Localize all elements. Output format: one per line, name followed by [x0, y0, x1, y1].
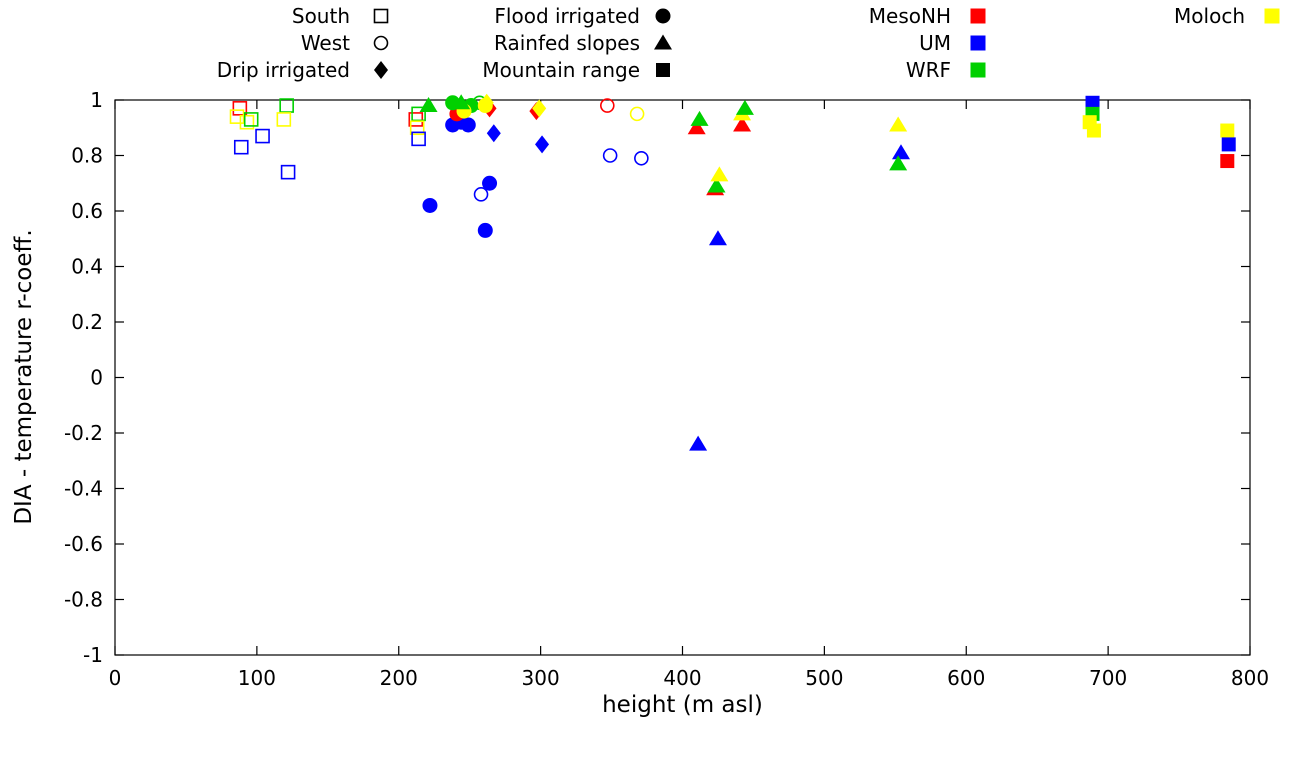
- x-tick-label: 800: [1231, 666, 1269, 690]
- data-point: [276, 112, 292, 127]
- data-point: [408, 112, 424, 127]
- x-tick-label: 700: [1089, 666, 1127, 690]
- data-point: [689, 435, 708, 451]
- y-tick-label: -0.6: [64, 532, 103, 556]
- data-point: [1220, 123, 1235, 138]
- legend-label-south: South: [292, 4, 350, 28]
- data-point: [600, 98, 615, 113]
- data-point: [891, 144, 910, 160]
- x-tick-label: 400: [663, 666, 701, 690]
- y-tick-label: -1: [83, 643, 103, 667]
- data-point: [1086, 123, 1101, 138]
- data-point: [280, 164, 296, 180]
- data-point: [411, 131, 426, 147]
- legend-label-wrf: WRF: [906, 58, 951, 82]
- data-point: [473, 187, 489, 202]
- data-point: [634, 150, 649, 166]
- y-tick-label: -0.8: [64, 588, 103, 612]
- x-tick-label: 500: [805, 666, 843, 690]
- legend-label-rainfed-slopes: Rainfed slopes: [494, 31, 640, 55]
- y-tick-label: 0.8: [71, 144, 103, 168]
- data-point: [460, 117, 476, 133]
- data-point: [710, 166, 729, 182]
- data-point: [243, 112, 259, 127]
- legend-label-drip-irrigated: Drip irrigated: [217, 58, 350, 82]
- data-point: [279, 98, 294, 113]
- legend-marker-rainfed-slopes: [654, 34, 672, 50]
- data-point: [422, 197, 438, 213]
- data-point: [477, 222, 493, 238]
- legend-label-um: UM: [919, 31, 951, 55]
- legend-marker-flood-irrigated: [655, 8, 671, 24]
- data-point: [690, 110, 709, 126]
- data-point: [889, 116, 908, 132]
- legend-label-west: West: [301, 31, 350, 55]
- x-tick-label: 0: [109, 666, 122, 690]
- y-tick-label: 0.4: [71, 255, 103, 279]
- data-point: [486, 124, 501, 143]
- data-point: [232, 101, 248, 116]
- data-point: [1220, 154, 1235, 169]
- legend-marker-um: [970, 35, 986, 51]
- x-tick-label: 100: [238, 666, 276, 690]
- data-point: [409, 120, 425, 136]
- y-tick-label: 1: [90, 88, 103, 112]
- y-tick-label: -0.2: [64, 421, 103, 445]
- legend-label-flood-irrigated: Flood irrigated: [494, 4, 640, 28]
- data-point: [707, 177, 726, 193]
- data-point: [452, 94, 471, 110]
- data-point: [735, 99, 754, 115]
- data-point: [419, 97, 438, 113]
- legend-marker-wrf: [970, 62, 986, 78]
- y-axis-label: DIA - temperature r-coeff.: [11, 229, 37, 525]
- data-point: [233, 139, 249, 155]
- y-tick-label: 0.2: [71, 310, 103, 334]
- data-point: [687, 119, 706, 135]
- legend-marker-drip-irrigated: [374, 61, 388, 79]
- y-tick-label: 0.6: [71, 199, 103, 223]
- data-point: [708, 230, 727, 246]
- legend-marker-moloch: [1264, 8, 1280, 24]
- data-point: [255, 128, 270, 144]
- legend-marker-south: [373, 8, 389, 24]
- data-point: [1085, 95, 1100, 110]
- data-point: [482, 175, 498, 191]
- data-point: [411, 106, 426, 122]
- data-point: [889, 155, 908, 171]
- data-point: [532, 99, 547, 118]
- data-point: [477, 98, 493, 114]
- legend-label-mountain-range: Mountain range: [482, 58, 640, 82]
- legend-label-moloch: Moloch: [1174, 4, 1245, 28]
- legend-marker-mesonh: [970, 8, 986, 24]
- data-point: [733, 116, 752, 132]
- plot-border: [114, 99, 1251, 656]
- y-tick-label: -0.4: [64, 477, 103, 501]
- legend-marker-west: [373, 35, 389, 51]
- legend-marker-mountain-range: [656, 63, 670, 77]
- data-point: [229, 109, 245, 124]
- data-point: [602, 148, 618, 163]
- x-tick-label: 300: [522, 666, 560, 690]
- data-point: [535, 135, 550, 154]
- legend-label-mesonh: MesoNH: [869, 4, 951, 28]
- x-tick-label: 200: [380, 666, 418, 690]
- x-axis-label: height (m asl): [602, 692, 763, 718]
- x-tick-label: 600: [947, 666, 985, 690]
- y-tick-label: 0: [90, 366, 103, 390]
- data-point: [629, 106, 645, 122]
- data-point: [1221, 137, 1236, 152]
- data-point: [239, 114, 255, 130]
